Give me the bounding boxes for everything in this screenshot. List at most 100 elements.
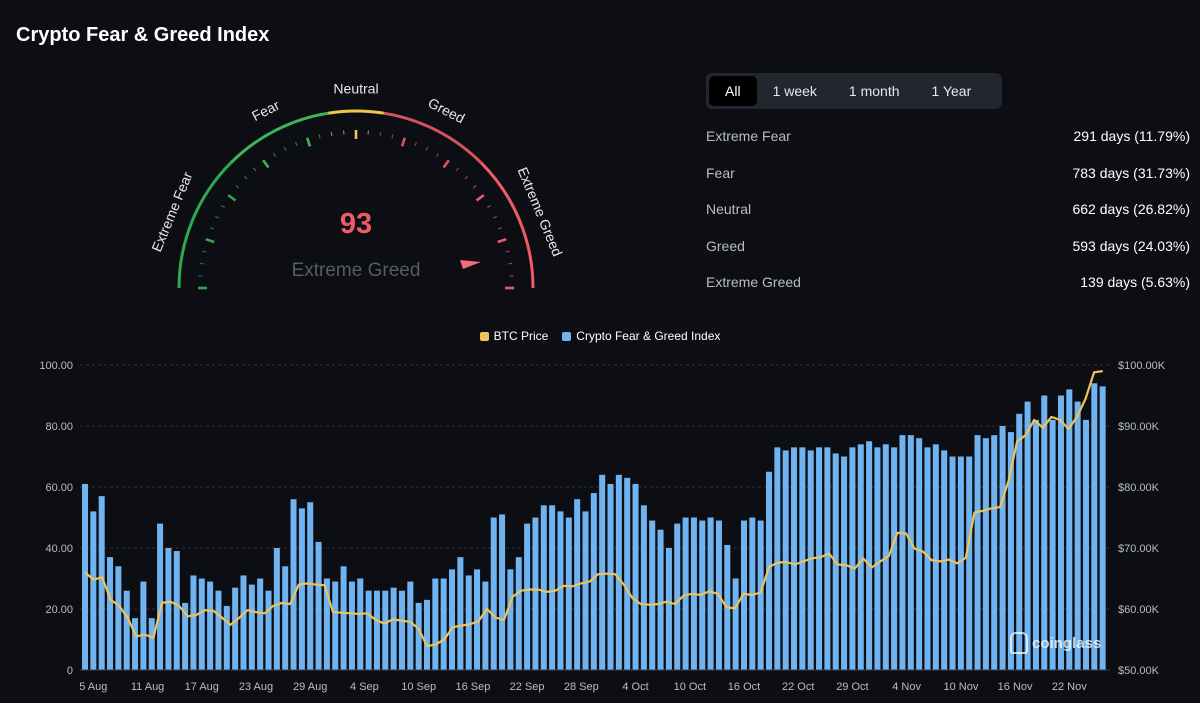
index-bar[interactable]: [907, 435, 914, 670]
index-bar[interactable]: [791, 447, 798, 670]
index-bar[interactable]: [457, 557, 464, 670]
tab-1-month[interactable]: 1 month: [848, 83, 900, 99]
index-bar[interactable]: [782, 450, 789, 670]
index-bar[interactable]: [1049, 419, 1056, 670]
index-bar[interactable]: [524, 523, 531, 670]
index-bar[interactable]: [257, 578, 264, 671]
tab-all[interactable]: All: [709, 76, 757, 106]
index-bar[interactable]: [82, 483, 89, 670]
index-bar[interactable]: [382, 590, 389, 670]
index-bar[interactable]: [415, 602, 422, 670]
index-bar[interactable]: [424, 599, 431, 670]
index-bar[interactable]: [590, 493, 597, 670]
index-bar[interactable]: [140, 581, 147, 670]
index-bar[interactable]: [1066, 389, 1073, 670]
index-bar[interactable]: [1074, 401, 1081, 670]
index-bar[interactable]: [398, 590, 405, 670]
index-bar[interactable]: [198, 578, 205, 671]
tab-1-year[interactable]: 1 Year: [931, 83, 972, 99]
index-bar[interactable]: [957, 456, 964, 671]
index-bar[interactable]: [373, 590, 380, 670]
index-bar[interactable]: [732, 578, 739, 671]
index-bar[interactable]: [807, 450, 814, 670]
index-bar[interactable]: [824, 447, 831, 670]
index-bar[interactable]: [932, 444, 939, 670]
index-bar[interactable]: [432, 578, 439, 671]
index-bar[interactable]: [841, 456, 848, 671]
index-bar[interactable]: [949, 456, 956, 671]
legend-item-btc-price[interactable]: BTC Price: [479, 329, 548, 343]
index-bar[interactable]: [98, 496, 105, 670]
index-bar[interactable]: [640, 505, 647, 670]
index-bar[interactable]: [682, 517, 689, 671]
index-bar[interactable]: [290, 499, 297, 670]
index-bar[interactable]: [515, 557, 522, 670]
index-bar[interactable]: [766, 471, 773, 670]
index-bar[interactable]: [407, 581, 414, 670]
index-bar[interactable]: [1091, 383, 1098, 670]
legend-item-fear-greed-index[interactable]: Crypto Fear & Greed Index: [562, 329, 720, 343]
index-bar[interactable]: [332, 581, 339, 670]
index-bar[interactable]: [390, 587, 397, 670]
index-bar[interactable]: [240, 575, 247, 670]
index-bar[interactable]: [924, 447, 931, 670]
index-bar[interactable]: [90, 511, 97, 670]
index-bar[interactable]: [449, 569, 456, 670]
index-bar[interactable]: [1082, 419, 1089, 670]
index-bar[interactable]: [465, 575, 472, 670]
index-bar[interactable]: [340, 566, 347, 670]
index-bar[interactable]: [248, 584, 255, 670]
index-bar[interactable]: [157, 523, 164, 670]
index-bar[interactable]: [223, 605, 230, 670]
index-bar[interactable]: [774, 447, 781, 670]
index-bar[interactable]: [132, 618, 139, 670]
index-bar[interactable]: [307, 502, 314, 670]
index-bar[interactable]: [499, 514, 506, 670]
index-bar[interactable]: [1024, 401, 1031, 670]
index-bar[interactable]: [816, 447, 823, 670]
index-bar[interactable]: [107, 557, 114, 670]
index-bar[interactable]: [348, 581, 355, 670]
tab-1-week[interactable]: 1 week: [772, 83, 817, 99]
index-bar[interactable]: [857, 444, 864, 670]
index-bar[interactable]: [532, 517, 539, 671]
index-bar[interactable]: [916, 438, 923, 670]
index-bar[interactable]: [757, 520, 764, 670]
index-bar[interactable]: [323, 578, 330, 671]
index-bar[interactable]: [740, 520, 747, 670]
index-bar[interactable]: [507, 569, 514, 670]
index-bar[interactable]: [123, 590, 130, 670]
index-bar[interactable]: [148, 618, 155, 670]
index-bar[interactable]: [115, 566, 122, 670]
index-bar[interactable]: [657, 529, 664, 670]
index-bar[interactable]: [365, 590, 372, 670]
index-bar[interactable]: [966, 456, 973, 671]
index-bar[interactable]: [282, 566, 289, 670]
index-bar[interactable]: [582, 511, 589, 670]
index-bar[interactable]: [315, 541, 322, 670]
index-bar[interactable]: [265, 590, 272, 670]
index-bar[interactable]: [749, 517, 756, 671]
index-bar[interactable]: [899, 435, 906, 670]
index-bar[interactable]: [866, 441, 873, 670]
index-bar[interactable]: [549, 505, 556, 670]
index-bar[interactable]: [298, 508, 305, 670]
index-bar[interactable]: [474, 569, 481, 670]
index-bar[interactable]: [1099, 386, 1106, 670]
index-bar[interactable]: [874, 447, 881, 670]
index-bar[interactable]: [1007, 432, 1014, 670]
index-bar[interactable]: [615, 474, 622, 670]
index-bar[interactable]: [974, 435, 981, 670]
index-bar[interactable]: [565, 517, 572, 671]
index-bar[interactable]: [165, 548, 172, 670]
index-bar[interactable]: [232, 587, 239, 670]
index-bar[interactable]: [624, 477, 631, 670]
index-bar[interactable]: [1057, 395, 1064, 671]
index-bar[interactable]: [607, 483, 614, 670]
index-bar[interactable]: [1016, 413, 1023, 670]
index-bar[interactable]: [849, 447, 856, 670]
index-bar[interactable]: [215, 590, 222, 670]
index-bar[interactable]: [799, 447, 806, 670]
index-bar[interactable]: [357, 578, 364, 671]
index-bar[interactable]: [273, 548, 280, 670]
